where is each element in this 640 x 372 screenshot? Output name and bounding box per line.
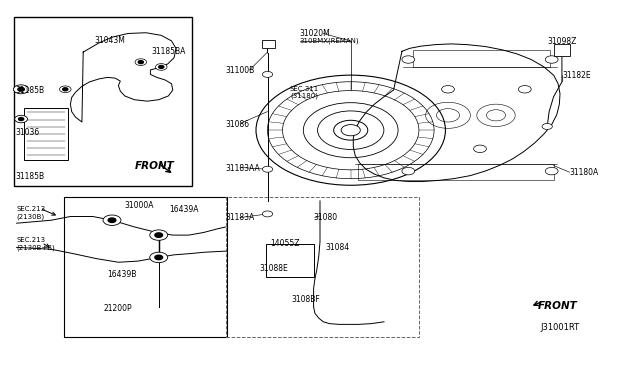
Text: 31185B: 31185B [15,86,45,94]
Text: (2130B+B): (2130B+B) [17,244,56,251]
Bar [64,197,227,337]
Circle shape [442,86,454,93]
Circle shape [138,61,143,64]
Text: 21200P: 21200P [104,304,132,313]
Circle shape [150,230,168,240]
Text: 31000A: 31000A [125,201,154,210]
Text: 31086: 31086 [225,120,250,129]
Bar [413,50,550,67]
Circle shape [135,59,147,65]
Text: 31185B: 31185B [15,172,45,181]
Circle shape [18,87,24,91]
Circle shape [150,252,168,263]
Text: 31043M: 31043M [95,36,125,45]
Text: 31088E: 31088E [259,264,288,273]
Text: (2130B): (2130B) [17,213,45,220]
Circle shape [474,145,486,153]
Text: 31185BA: 31185BA [151,47,186,56]
Text: 31180A: 31180A [570,169,599,177]
Text: FRONT: FRONT [134,161,174,170]
Text: 31080: 31080 [314,213,338,222]
Text: 31100B: 31100B [225,66,255,75]
Circle shape [108,218,116,222]
Text: 310BMX(REMAN): 310BMX(REMAN) [300,38,359,44]
Circle shape [545,56,558,63]
Text: 31098Z: 31098Z [548,37,577,46]
Circle shape [60,86,71,93]
Text: SEC.213: SEC.213 [17,206,46,212]
Circle shape [13,85,29,94]
Circle shape [545,167,558,175]
Circle shape [155,255,163,260]
Bar [554,44,570,56]
Circle shape [103,215,121,225]
Text: SEC.213: SEC.213 [17,237,46,243]
Text: 16439A: 16439A [170,205,199,214]
Text: FRONT: FRONT [538,301,577,311]
Bar [358,164,554,180]
Circle shape [262,166,273,172]
Text: 16439B: 16439B [107,270,136,279]
Text: 31020M: 31020M [300,29,330,38]
Circle shape [156,64,167,70]
Circle shape [262,211,273,217]
Circle shape [402,56,415,63]
Circle shape [19,118,24,121]
Text: SEC.311: SEC.311 [290,86,319,92]
Text: J31001RT: J31001RT [540,323,579,332]
Circle shape [159,65,164,68]
Circle shape [63,88,68,91]
Circle shape [262,71,273,77]
Text: (31180): (31180) [290,93,318,99]
Text: 31182E: 31182E [562,71,591,80]
Circle shape [341,125,360,136]
Circle shape [15,115,28,123]
Text: 14055Z: 14055Z [270,239,300,248]
Bar [262,40,275,48]
Text: 31036: 31036 [15,128,40,137]
Text: 31183AA: 31183AA [225,164,260,173]
Circle shape [155,233,163,237]
Bar [24,108,68,160]
Bar [266,244,314,277]
Bar [226,197,419,337]
Circle shape [518,86,531,93]
Text: 31084: 31084 [325,243,349,252]
Bar [14,17,192,186]
Text: 3108BF: 3108BF [291,295,320,304]
Circle shape [542,124,552,129]
Circle shape [402,167,415,175]
Text: 31183A: 31183A [225,213,255,222]
